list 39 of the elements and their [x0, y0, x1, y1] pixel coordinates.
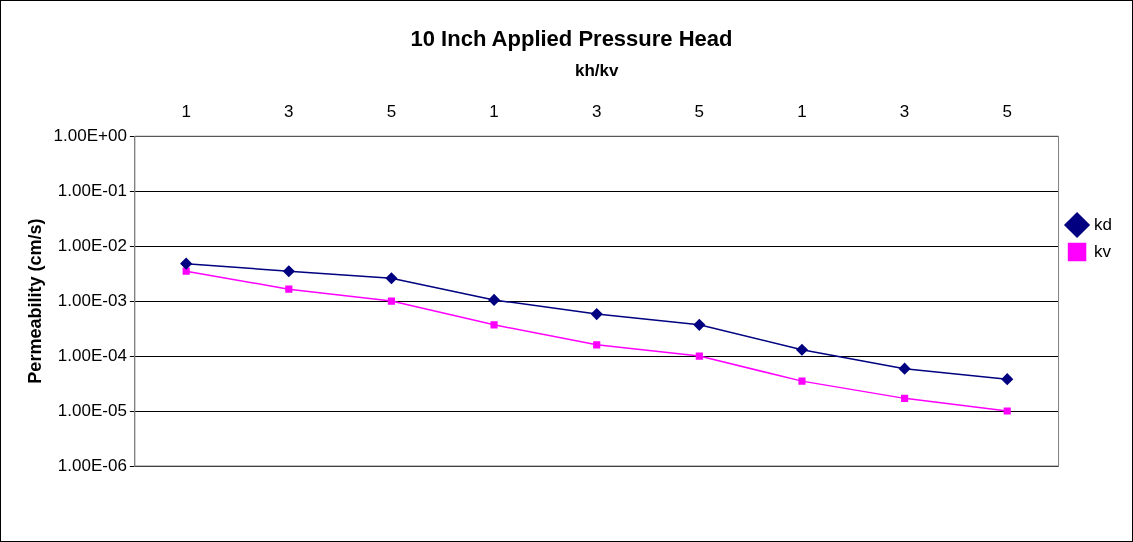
point — [1001, 373, 1013, 385]
point — [695, 352, 703, 360]
y-axis-title: Permeability (cm/s) — [24, 218, 45, 384]
x-tick-label: 1 — [181, 101, 191, 121]
point — [283, 265, 295, 277]
x-tick-label: 1 — [797, 101, 807, 121]
point — [593, 341, 601, 349]
point — [798, 377, 806, 385]
point — [285, 285, 293, 293]
legend-label: kv — [1094, 241, 1112, 261]
point — [182, 267, 190, 275]
point — [898, 362, 911, 375]
x-axis-title: kh/kv — [574, 61, 619, 81]
legend-label: kd — [1094, 214, 1113, 234]
point — [693, 319, 706, 331]
point — [490, 321, 498, 329]
y-tick-label: 1.00E-05 — [57, 400, 127, 420]
x-tick-label: 3 — [591, 101, 602, 121]
point — [590, 308, 603, 320]
y-tick-label: 1.00E-03 — [57, 290, 127, 310]
point — [796, 344, 808, 356]
point — [1003, 407, 1011, 415]
point — [488, 294, 500, 306]
chart-title: 10 Inch Applied Pressure Head — [410, 26, 733, 52]
point — [180, 257, 192, 270]
point — [385, 272, 398, 285]
y-tick-label: 1.00E+00 — [53, 125, 127, 145]
y-tick-label: 1.00E-01 — [57, 180, 127, 200]
x-tick-label: 3 — [899, 101, 910, 121]
y-tick-label: 1.00E-04 — [57, 345, 127, 365]
x-tick-label: 5 — [1002, 101, 1012, 121]
x-tick-label: 3 — [284, 101, 294, 121]
y-tick-label: 1.00E-06 — [57, 455, 127, 475]
point — [901, 394, 909, 402]
x-tick-label: 5 — [694, 101, 705, 121]
y-tick-label: 1.00E-02 — [57, 235, 127, 255]
x-tick-label: 1 — [489, 101, 499, 121]
point — [387, 297, 396, 305]
x-tick-label: 5 — [386, 101, 397, 121]
